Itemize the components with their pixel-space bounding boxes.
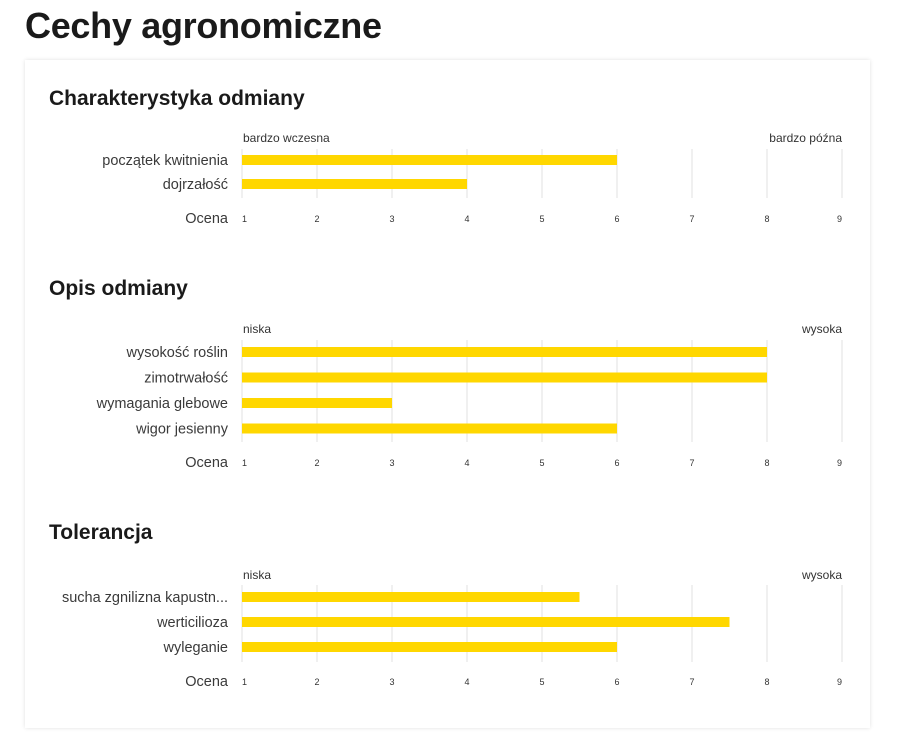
section-title-tolerance: Tolerancja xyxy=(49,521,153,544)
charts-canvas: bardzo wczesna bardzo późna początek kwitn… xyxy=(62,131,843,690)
tick-label: 5 xyxy=(539,458,544,468)
axis-label: Ocena xyxy=(185,455,229,471)
tick-label: 4 xyxy=(464,677,469,687)
category-label: początek kwitnienia xyxy=(102,153,229,169)
scale-max-label: bardzo późna xyxy=(769,131,842,145)
bar xyxy=(242,423,617,434)
scale-min-label: niska xyxy=(243,568,271,582)
tick-label: 2 xyxy=(314,677,319,687)
agronomic-traits-card: Charakterystyka odmiany Opis odmiany Tol… xyxy=(25,60,870,728)
tick-label: 4 xyxy=(464,458,469,468)
tick-label: 4 xyxy=(464,214,469,224)
tick-label: 1 xyxy=(242,458,247,468)
category-label: werticilioza xyxy=(156,615,229,631)
tick-label: 6 xyxy=(614,677,619,687)
tick-label: 2 xyxy=(314,458,319,468)
scale-max-label: wysoka xyxy=(801,568,842,582)
tick-label: 5 xyxy=(539,214,544,224)
category-label: wysokość roślin xyxy=(125,345,228,361)
tick-label: 8 xyxy=(764,677,769,687)
tick-label: 9 xyxy=(837,458,842,468)
scale-min-label: niska xyxy=(243,322,271,336)
bar xyxy=(242,592,580,602)
axis-label: Ocena xyxy=(185,674,229,690)
bar xyxy=(242,372,767,383)
tick-label: 3 xyxy=(389,677,394,687)
tick-label: 1 xyxy=(242,677,247,687)
tick-label: 8 xyxy=(764,214,769,224)
tick-label: 7 xyxy=(689,458,694,468)
bar xyxy=(242,642,617,652)
tick-label: 9 xyxy=(837,677,842,687)
page-title: Cechy agronomiczne xyxy=(25,5,382,46)
bar xyxy=(242,398,392,408)
tick-label: 3 xyxy=(389,458,394,468)
section-title-characteristics: Charakterystyka odmiany xyxy=(49,87,305,110)
tick-label: 3 xyxy=(389,214,394,224)
category-label: wymagania glebowe xyxy=(96,396,228,412)
tick-label: 7 xyxy=(689,214,694,224)
category-label: dojrzałość xyxy=(163,177,228,193)
category-label: wyleganie xyxy=(163,640,229,656)
scale-max-label: wysoka xyxy=(801,322,842,336)
tick-label: 8 xyxy=(764,458,769,468)
bar xyxy=(242,179,467,189)
category-label: sucha zgnilizna kapustn... xyxy=(62,590,228,606)
tick-label: 6 xyxy=(614,214,619,224)
section-title-description: Opis odmiany xyxy=(49,277,188,300)
tick-label: 2 xyxy=(314,214,319,224)
axis-label: Ocena xyxy=(185,211,229,227)
bar xyxy=(242,347,767,357)
tick-label: 7 xyxy=(689,677,694,687)
bar xyxy=(242,617,730,627)
category-label: zimotrwałość xyxy=(144,371,228,387)
category-label: wigor jesienny xyxy=(135,422,229,438)
tick-label: 9 xyxy=(837,214,842,224)
tick-label: 5 xyxy=(539,677,544,687)
tick-label: 6 xyxy=(614,458,619,468)
scale-min-label: bardzo wczesna xyxy=(243,131,330,145)
tick-label: 1 xyxy=(242,214,247,224)
bar xyxy=(242,155,617,165)
